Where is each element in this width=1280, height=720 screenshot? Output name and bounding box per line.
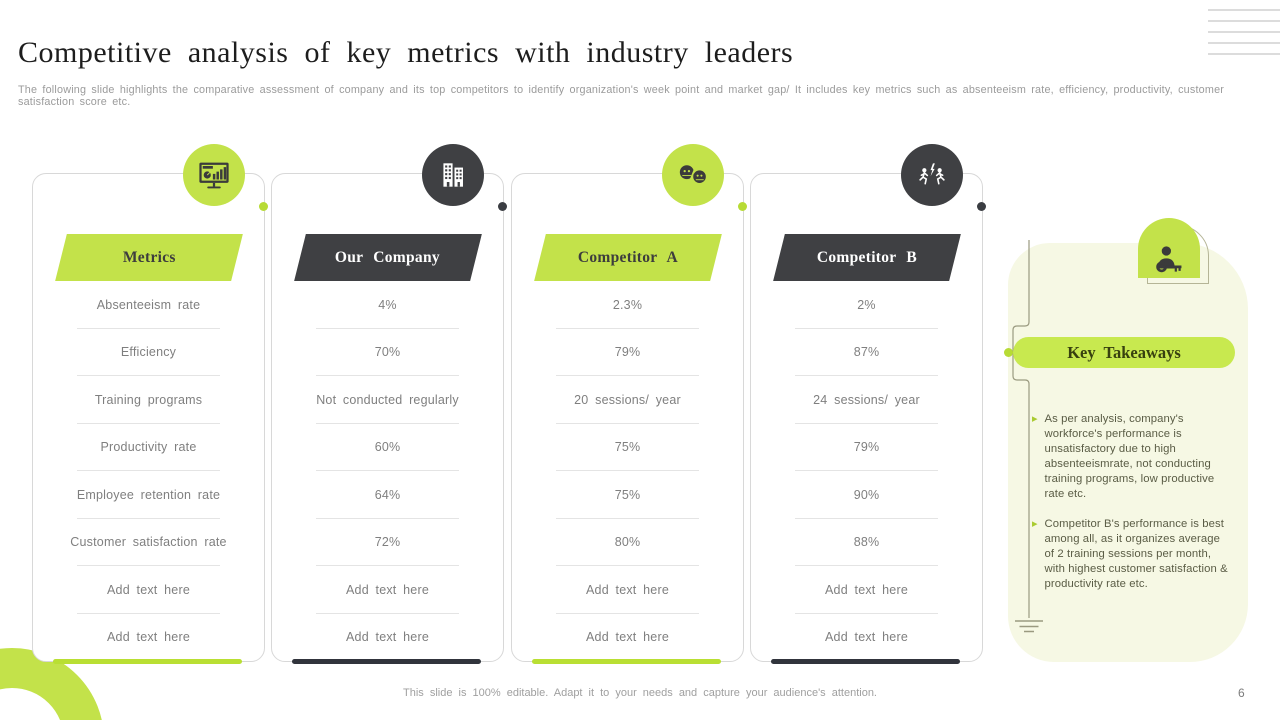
table-cell-placeholder[interactable]: Add text here — [586, 630, 669, 645]
our-company-rows: 4% 70% Not conducted regularly 60% 64% 7… — [272, 281, 503, 661]
column-header-label: Our Company — [334, 248, 441, 266]
table-cell-placeholder[interactable]: Add text here — [346, 630, 429, 645]
competitor-a-card: Competitor A 2.3% 79% 20 sessions/ year … — [511, 144, 747, 664]
table-cell: Training programs — [33, 376, 264, 424]
list-item: ▸ Competitor B's performance is best amo… — [1032, 517, 1232, 592]
table-cell: Productivity rate — [33, 424, 264, 472]
company-buildings-icon — [422, 144, 484, 206]
table-cell: 4% — [272, 281, 503, 329]
table-cell: 70% — [272, 329, 503, 377]
metrics-rows: Absenteeism rate Efficiency Training pro… — [33, 281, 264, 661]
column-header-label: Competitor A — [577, 248, 678, 266]
deco-line — [1208, 42, 1280, 44]
column-header-competitor-b: Competitor B — [772, 234, 961, 281]
takeaways-list: ▸ As per analysis, company's workforce's… — [1032, 412, 1232, 607]
table-cell: 2% — [751, 281, 982, 329]
table-cell-placeholder[interactable]: Add text here — [825, 630, 908, 645]
table-cell: Efficiency — [33, 329, 264, 377]
card-accent-bar — [532, 659, 721, 664]
column-header-competitor-a: Competitor A — [533, 234, 722, 281]
table-cell: 80% — [512, 519, 743, 567]
competitor-b-rows: 2% 87% 24 sessions/ year 79% 90% 88% Add… — [751, 281, 982, 661]
table-cell: 79% — [751, 424, 982, 472]
deco-line — [1208, 9, 1280, 11]
page-title: Competitive analysis of key metrics with… — [18, 36, 794, 69]
table-cell-placeholder[interactable]: Add text here — [107, 630, 190, 645]
card-accent-bar — [771, 659, 960, 664]
card-accent-bar — [292, 659, 481, 664]
takeaway-text: Competitor B's performance is best among… — [1044, 518, 1228, 590]
table-cell-placeholder[interactable]: Add text here — [751, 566, 982, 614]
table-cell: 79% — [512, 329, 743, 377]
table-cell: 64% — [272, 471, 503, 519]
competitor-b-card: Competitor B 2% 87% 24 sessions/ year 79… — [750, 144, 986, 664]
table-cell-placeholder[interactable]: Add text here — [272, 566, 503, 614]
deco-line — [1208, 31, 1280, 33]
analytics-monitor-icon — [183, 144, 245, 206]
card-accent-bar — [53, 659, 242, 664]
table-cell-placeholder[interactable]: Add text here — [512, 566, 743, 614]
race-competition-icon — [901, 144, 963, 206]
bullet-arrow-icon: ▸ — [1032, 518, 1038, 530]
takeaways-title-banner: Key Takeaways — [1013, 337, 1235, 368]
our-company-card: Our Company 4% 70% Not conducted regular… — [271, 144, 507, 664]
metrics-card: Metrics Absenteeism rate Efficiency Trai… — [32, 144, 268, 664]
deco-line — [1208, 53, 1280, 55]
connector-dot — [259, 202, 268, 211]
table-cell: 75% — [512, 424, 743, 472]
table-cell: 75% — [512, 471, 743, 519]
connector-dot — [498, 202, 507, 211]
takeaways-dot — [1004, 348, 1013, 357]
table-cell: 87% — [751, 329, 982, 377]
table-cell: 24 sessions/ year — [751, 376, 982, 424]
list-item: ▸ As per analysis, company's workforce's… — [1032, 412, 1232, 502]
page-subtitle: The following slide highlights the compa… — [18, 84, 1225, 108]
column-header-our-company: Our Company — [293, 234, 482, 281]
competitor-a-rows: 2.3% 79% 20 sessions/ year 75% 75% 80% A… — [512, 281, 743, 661]
takeaways-panel — [1008, 243, 1248, 662]
rival-heads-icon — [662, 144, 724, 206]
column-header-label: Metrics — [122, 248, 175, 266]
connector-dot — [738, 202, 747, 211]
page-number: 6 — [1238, 686, 1245, 700]
takeaway-text: As per analysis, company's workforce's p… — [1044, 413, 1215, 500]
takeaways-title: Key Takeaways — [1067, 342, 1181, 362]
table-cell: 20 sessions/ year — [512, 376, 743, 424]
bullet-arrow-icon: ▸ — [1032, 413, 1038, 425]
table-cell: 60% — [272, 424, 503, 472]
table-cell: 72% — [272, 519, 503, 567]
table-cell: Not conducted regularly — [272, 376, 503, 424]
table-cell: 90% — [751, 471, 982, 519]
deco-line — [1208, 20, 1280, 22]
key-person-icon — [1138, 218, 1200, 278]
table-cell: 2.3% — [512, 281, 743, 329]
column-header-metrics: Metrics — [54, 234, 243, 281]
table-cell: Absenteeism rate — [33, 281, 264, 329]
connector-dot — [977, 202, 986, 211]
table-cell-placeholder[interactable]: Add text here — [33, 566, 264, 614]
table-cell: Employee retention rate — [33, 471, 264, 519]
column-header-label: Competitor B — [816, 248, 917, 266]
footer-note: This slide is 100% editable. Adapt it to… — [403, 687, 877, 699]
table-cell: Customer satisfaction rate — [33, 519, 264, 567]
table-cell: 88% — [751, 519, 982, 567]
